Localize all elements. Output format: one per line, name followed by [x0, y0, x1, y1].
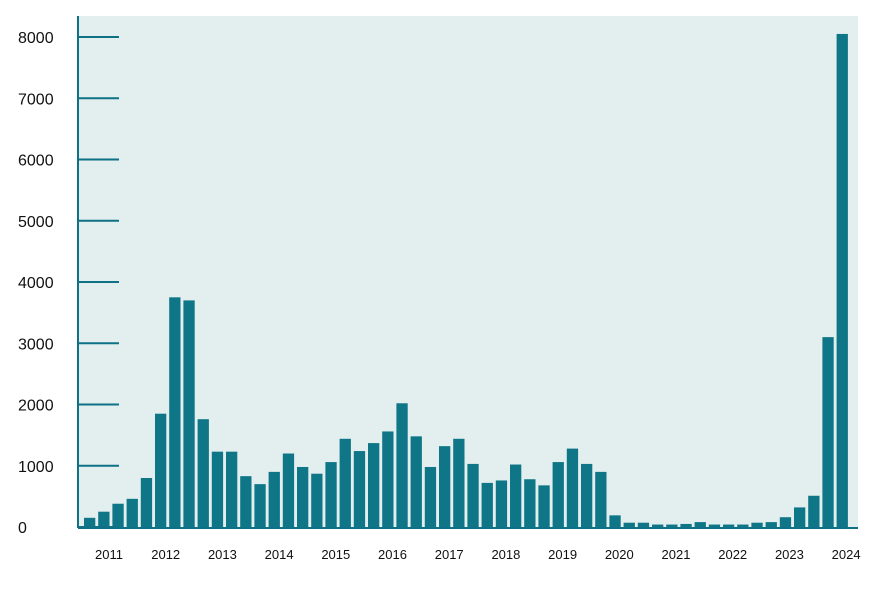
- bar-27: [467, 463, 479, 527]
- x-tick-label-2020: 2020: [605, 547, 634, 562]
- bar-6: [169, 297, 181, 527]
- y-tick-label-4000: 4000: [18, 275, 54, 292]
- y-tick-label-8000: 8000: [18, 30, 54, 47]
- bar-1: [98, 511, 110, 527]
- bar-9: [211, 451, 224, 527]
- bar-17: [325, 462, 337, 527]
- bar-43: [694, 522, 706, 527]
- bar-38: [623, 522, 635, 527]
- bar-14: [282, 453, 295, 527]
- bar-7: [183, 300, 195, 528]
- bar-8: [197, 419, 209, 527]
- y-tick-label-1000: 1000: [18, 459, 54, 476]
- bar-48: [765, 522, 777, 527]
- bar-41: [666, 524, 678, 527]
- bar-37: [609, 515, 621, 527]
- bar-16: [311, 473, 323, 527]
- x-tick-label-2015: 2015: [321, 547, 350, 562]
- y-tick-label-5000: 5000: [18, 214, 54, 231]
- x-tick-label-2018: 2018: [491, 547, 520, 562]
- x-tick-label-2013: 2013: [208, 547, 237, 562]
- bar-12: [254, 484, 266, 528]
- bar-30: [510, 464, 522, 527]
- bar-47: [751, 522, 763, 527]
- bar-33: [552, 462, 564, 527]
- x-axis-labels: 2011 2012 2013 2014 2015 2016 2017 2018 2019 2020…: [95, 547, 861, 562]
- y-axis-ticks: 0 1000 2000 3000 4000 5000 6000 7000 8000: [18, 30, 119, 537]
- bar-4: [140, 478, 153, 527]
- bar-23: [410, 436, 422, 527]
- x-tick-label-2024: 2024: [832, 547, 861, 562]
- bar-25: [439, 446, 451, 527]
- bar-51: [808, 495, 820, 527]
- bar-21: [382, 431, 394, 527]
- bar-0: [84, 517, 96, 527]
- x-tick-label-2021: 2021: [662, 547, 691, 562]
- bar-11: [240, 476, 252, 527]
- bar-52: [822, 337, 834, 528]
- bar-10: [226, 451, 238, 527]
- bar-31: [524, 479, 536, 527]
- bar-32: [538, 485, 550, 527]
- bar-22: [396, 403, 408, 527]
- x-tick-label-2019: 2019: [548, 547, 577, 562]
- bar-42: [680, 523, 692, 527]
- x-tick-label-2014: 2014: [265, 547, 294, 562]
- bar-28: [481, 482, 493, 527]
- x-tick-label-2012: 2012: [151, 547, 180, 562]
- bar-39: [637, 522, 650, 527]
- y-tick-label-0: 0: [18, 520, 27, 537]
- bar-49: [779, 517, 792, 527]
- bar-46: [737, 524, 749, 527]
- y-tick-label-6000: 6000: [18, 153, 54, 170]
- bar-3: [126, 498, 138, 527]
- bar-40: [652, 524, 664, 527]
- bar-26: [453, 438, 465, 527]
- bar-24: [424, 466, 437, 527]
- bar-19: [353, 451, 366, 527]
- x-tick-label-2017: 2017: [435, 547, 464, 562]
- bar-13: [268, 471, 280, 528]
- bar-2: [112, 503, 124, 527]
- bar-35: [581, 463, 593, 527]
- bars-group: [84, 33, 848, 528]
- plot-background: [78, 16, 858, 528]
- x-tick-label-2016: 2016: [378, 547, 407, 562]
- bar-20: [368, 443, 380, 527]
- bar-18: [339, 438, 351, 527]
- bar-36: [595, 471, 607, 528]
- bar-50: [794, 507, 806, 527]
- bar-53: [836, 33, 848, 527]
- bar-29: [495, 480, 508, 527]
- y-tick-label-3000: 3000: [18, 336, 54, 353]
- bar-5: [155, 413, 167, 527]
- bar-45: [723, 524, 735, 527]
- x-tick-label-2022: 2022: [718, 547, 747, 562]
- bar-34: [566, 448, 579, 527]
- x-tick-label-2011: 2011: [95, 547, 123, 562]
- bar-44: [708, 524, 721, 527]
- y-tick-label-7000: 7000: [18, 91, 54, 108]
- x-tick-label-2023: 2023: [775, 547, 804, 562]
- y-tick-label-2000: 2000: [18, 398, 54, 415]
- bar-15: [297, 466, 309, 527]
